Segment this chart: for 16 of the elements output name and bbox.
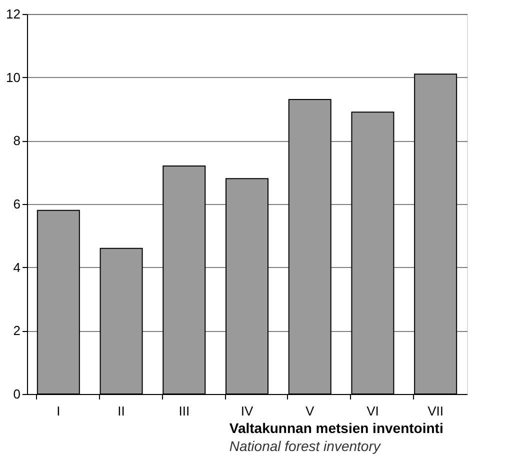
text: National forest inventory: [229, 438, 382, 454]
y-tick-label: 6: [13, 196, 20, 212]
x-axis-title: Valtakunnan metsien inventointi: [229, 420, 444, 436]
y-tick-label: 10: [6, 70, 20, 85]
y-tick-label: 8: [13, 133, 20, 148]
x-tick-label: V: [306, 404, 315, 418]
y-tick-label: 2: [13, 323, 20, 338]
y-tick-label: 4: [13, 260, 20, 275]
x-tick-label: III: [178, 404, 190, 418]
x-tick-label: VII: [428, 404, 444, 418]
x-tick-label: IV: [240, 404, 254, 418]
x-tick-label: VI: [366, 404, 379, 418]
y-tick-label: 12: [6, 6, 20, 22]
x-tick-label: I: [56, 404, 60, 418]
x-tick-label: II: [118, 404, 125, 418]
y-tick-label: 0: [13, 386, 20, 402]
